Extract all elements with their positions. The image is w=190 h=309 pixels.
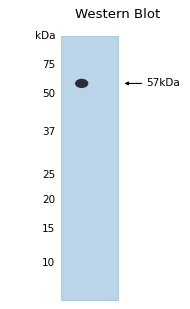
FancyBboxPatch shape xyxy=(61,36,118,300)
Text: 50: 50 xyxy=(42,89,55,99)
Text: 37: 37 xyxy=(42,127,55,137)
Text: kDa: kDa xyxy=(35,31,55,40)
Text: 25: 25 xyxy=(42,170,55,180)
Ellipse shape xyxy=(75,79,88,88)
Text: 57kDa: 57kDa xyxy=(146,78,180,88)
Text: Western Blot: Western Blot xyxy=(75,8,160,21)
Text: 20: 20 xyxy=(42,195,55,205)
Text: 15: 15 xyxy=(42,224,55,234)
Text: 75: 75 xyxy=(42,60,55,70)
Text: 10: 10 xyxy=(42,258,55,268)
